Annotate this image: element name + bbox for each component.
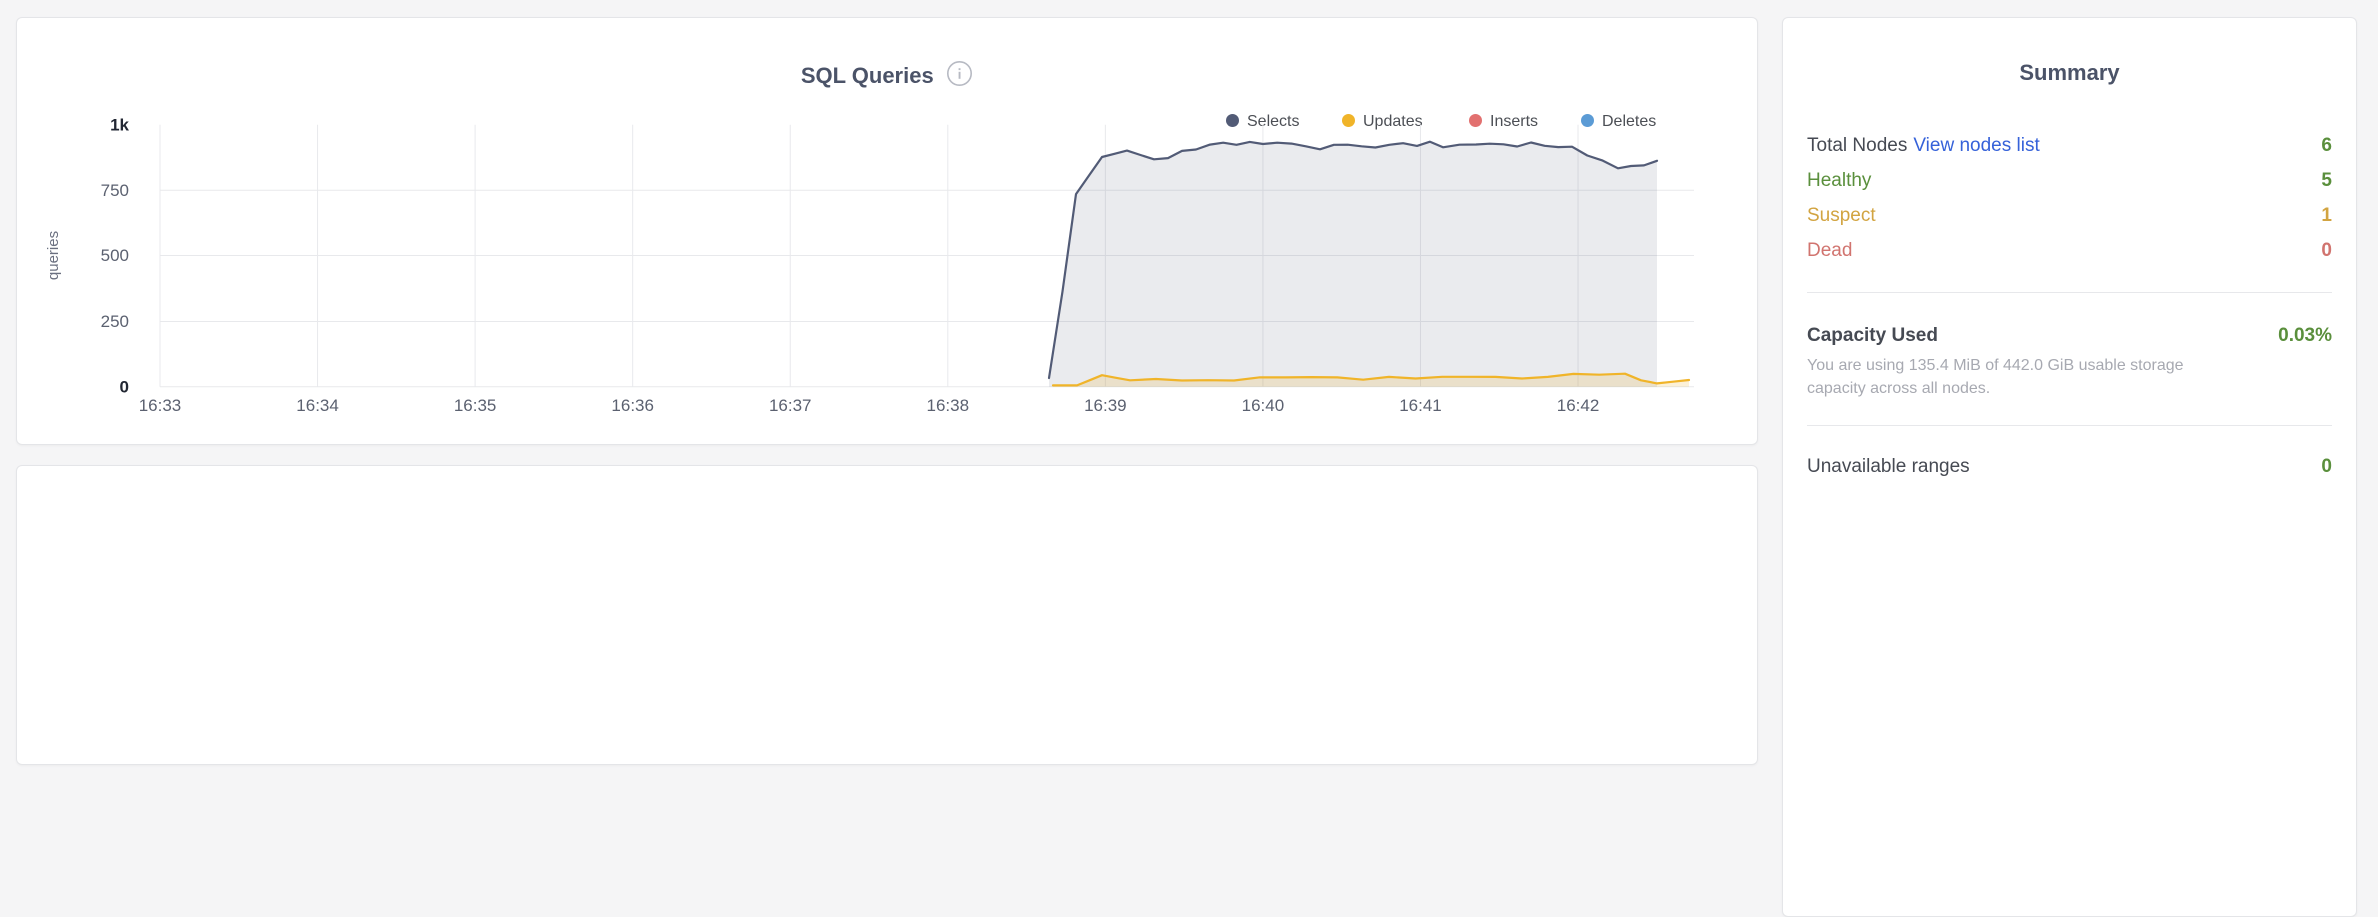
svg-text:1k: 1k xyxy=(110,116,129,135)
svg-text:500: 500 xyxy=(101,246,129,265)
svg-text:16:37: 16:37 xyxy=(769,396,812,415)
svg-text:250: 250 xyxy=(101,312,129,331)
svg-text:queries: queries xyxy=(45,231,62,280)
svg-text:750: 750 xyxy=(101,181,129,200)
svg-text:16:36: 16:36 xyxy=(611,396,654,415)
svg-text:16:40: 16:40 xyxy=(1242,396,1285,415)
svg-text:16:34: 16:34 xyxy=(296,396,339,415)
svg-text:16:42: 16:42 xyxy=(1557,396,1600,415)
svg-text:16:39: 16:39 xyxy=(1084,396,1127,415)
svg-text:16:38: 16:38 xyxy=(927,396,970,415)
svg-text:16:33: 16:33 xyxy=(139,396,182,415)
svg-text:16:41: 16:41 xyxy=(1399,396,1442,415)
svg-text:16:35: 16:35 xyxy=(454,396,497,415)
svg-text:0: 0 xyxy=(120,377,129,396)
